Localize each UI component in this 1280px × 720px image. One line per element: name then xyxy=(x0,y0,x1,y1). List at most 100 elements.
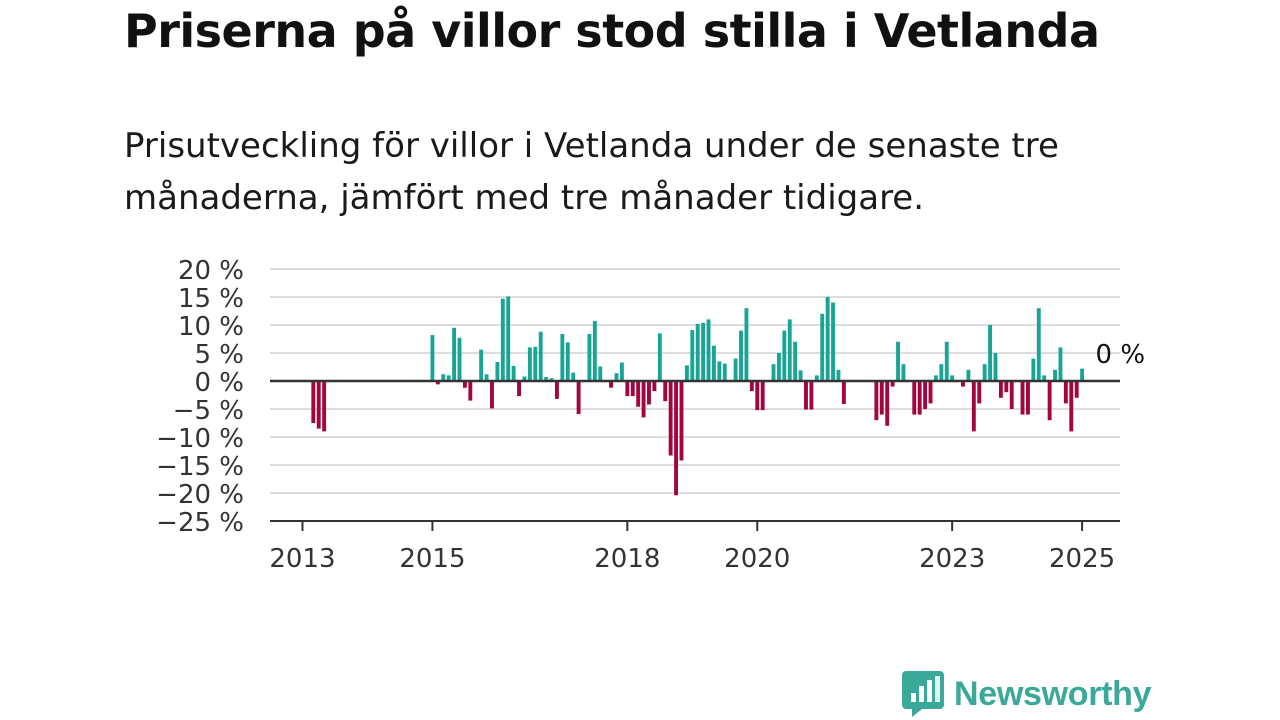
bar xyxy=(993,353,998,381)
y-tick-label: −5 % xyxy=(173,396,244,426)
bar xyxy=(462,381,467,388)
bar xyxy=(1069,381,1074,432)
y-axis-tick-labels: 20 %15 %10 %5 %0 %−5 %−10 %−15 %−20 %−25… xyxy=(156,256,244,538)
bar xyxy=(544,377,549,381)
last-value-annotation: 0 % xyxy=(1096,340,1146,370)
gridlines xyxy=(270,268,1120,522)
brand-logo: Newsworthy xyxy=(902,670,1152,718)
bar xyxy=(490,381,494,409)
bar xyxy=(533,346,538,381)
bar xyxy=(917,381,922,415)
bar xyxy=(619,362,624,381)
bar xyxy=(554,381,559,399)
bar xyxy=(598,366,603,381)
bar xyxy=(560,333,565,381)
bar xyxy=(1080,368,1085,381)
bar xyxy=(1053,369,1057,381)
bar-series xyxy=(311,296,1085,496)
bar xyxy=(928,381,933,404)
bar xyxy=(793,341,798,381)
bar xyxy=(527,347,532,381)
bar xyxy=(890,381,895,387)
bar xyxy=(695,323,700,381)
bar xyxy=(879,381,884,415)
bar xyxy=(787,319,792,381)
bar xyxy=(831,302,836,381)
bar xyxy=(517,381,521,397)
bar xyxy=(1031,358,1036,381)
bar xyxy=(944,341,949,381)
bar xyxy=(874,381,879,421)
bar xyxy=(950,375,955,381)
y-tick-label: −15 % xyxy=(156,452,244,482)
bar xyxy=(971,381,976,432)
bar xyxy=(820,313,825,381)
bar xyxy=(712,345,716,381)
bar xyxy=(1020,381,1025,415)
bar xyxy=(1058,347,1063,381)
bar xyxy=(776,353,781,381)
x-tick-label: 2025 xyxy=(1049,544,1115,574)
bar xyxy=(1063,381,1068,404)
bar xyxy=(609,381,614,388)
bar xyxy=(679,381,684,461)
bar xyxy=(435,381,440,385)
bar xyxy=(668,381,673,456)
y-tick-label: −20 % xyxy=(156,480,244,510)
bar xyxy=(744,308,749,381)
bar xyxy=(755,381,760,411)
chart-subtitle: Prisutveckling för villor i Vetlanda und… xyxy=(124,126,1059,218)
bar xyxy=(522,376,527,381)
bar xyxy=(587,333,592,381)
bar xyxy=(901,364,906,381)
bar xyxy=(1009,381,1014,409)
bar xyxy=(690,330,695,381)
bar xyxy=(961,381,965,387)
bar xyxy=(430,335,435,381)
bar xyxy=(739,330,743,381)
bar xyxy=(733,358,738,381)
bar xyxy=(939,364,944,381)
annotation-label: 0 % xyxy=(1096,340,1146,370)
bar xyxy=(614,373,619,381)
x-tick-label: 2023 xyxy=(919,544,985,574)
brand-name: Newsworthy xyxy=(954,674,1152,713)
bar xyxy=(749,381,754,392)
bar xyxy=(630,381,635,397)
bar xyxy=(647,381,651,405)
bar xyxy=(1004,381,1009,393)
bar xyxy=(641,381,646,418)
y-tick-label: 20 % xyxy=(178,256,244,286)
bar xyxy=(457,337,462,381)
bar xyxy=(701,322,706,381)
bar xyxy=(446,375,451,381)
bar xyxy=(825,297,830,381)
bar xyxy=(706,319,711,381)
y-tick-label: 5 % xyxy=(194,340,244,370)
bar xyxy=(441,374,446,381)
bar xyxy=(977,381,982,404)
bar xyxy=(836,369,841,381)
bar xyxy=(885,381,890,426)
bar xyxy=(549,378,554,381)
y-tick-label: 0 % xyxy=(194,368,244,398)
bar xyxy=(814,375,819,381)
bar xyxy=(841,381,846,404)
x-axis: 2013 2015 2018 2020 2023 2025 xyxy=(269,520,1120,574)
bar xyxy=(1026,381,1030,415)
bar xyxy=(322,381,327,432)
chart-title: Priserna på villor stod stilla i Vetland… xyxy=(124,4,1100,58)
x-tick-label: 2018 xyxy=(594,544,660,574)
x-tick-label: 2020 xyxy=(724,544,790,574)
bar xyxy=(684,365,689,381)
newsworthy-logo-icon xyxy=(902,671,944,717)
bar xyxy=(657,333,662,381)
bar xyxy=(500,298,505,381)
bar xyxy=(717,361,722,381)
bar xyxy=(311,381,316,423)
bar xyxy=(495,361,500,381)
bar xyxy=(782,330,787,381)
bar xyxy=(479,349,484,381)
bar xyxy=(576,381,581,415)
